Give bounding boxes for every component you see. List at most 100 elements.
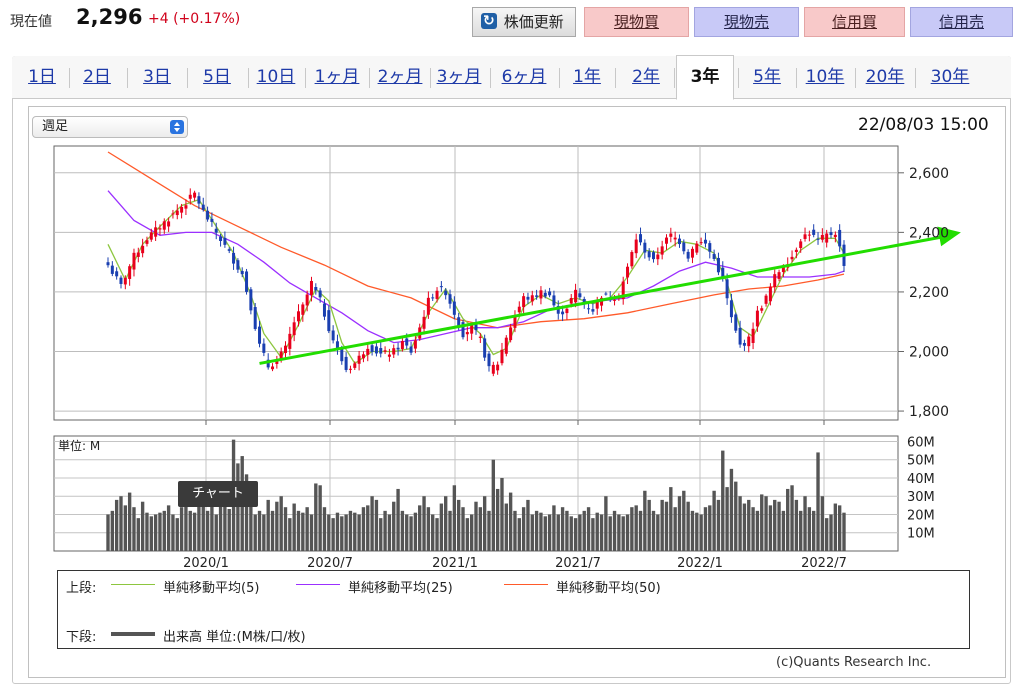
candle-body <box>240 271 244 275</box>
tab-period-11[interactable]: 3年 <box>676 55 734 100</box>
volume-bar <box>833 503 838 551</box>
candle-body <box>301 304 305 315</box>
candle-body <box>504 337 508 354</box>
candle-body <box>175 210 179 216</box>
volume-bar <box>712 490 716 551</box>
volume-bar <box>578 514 582 551</box>
volume-tick-label: 20M <box>907 508 935 523</box>
volume-bar <box>266 499 270 551</box>
candle-body <box>119 277 123 284</box>
volume-bar <box>547 514 552 551</box>
x-tick-label: 2021/1 <box>432 556 478 571</box>
candle-body <box>600 297 604 306</box>
tab-separator <box>674 68 675 88</box>
volume-bar <box>708 505 712 551</box>
candle-body <box>569 298 573 304</box>
volume-bar <box>409 516 413 551</box>
candle-body <box>729 300 733 318</box>
candle-body <box>400 341 404 350</box>
tab-period-5[interactable]: 1ヶ月 <box>314 67 360 87</box>
volume-bar <box>279 496 283 551</box>
candle-body <box>491 364 495 374</box>
volume-bar <box>820 496 825 551</box>
tab-period-2[interactable]: 3日 <box>143 67 171 87</box>
candle-body <box>452 301 456 315</box>
cash-buy-button[interactable]: 現物買 <box>584 7 689 37</box>
tab-separator <box>855 68 856 88</box>
candle-body <box>305 294 309 306</box>
candle-body <box>816 238 820 240</box>
volume-bar <box>721 450 725 551</box>
candle-body <box>258 326 262 344</box>
volume-bar <box>236 463 240 551</box>
cash-sell-button[interactable]: 現物売 <box>694 7 799 37</box>
tab-separator <box>69 68 70 88</box>
candle-body <box>595 300 599 309</box>
volume-bar <box>643 490 647 551</box>
tab-period-9[interactable]: 1年 <box>573 67 601 87</box>
volume-bar <box>474 501 478 551</box>
candle-body <box>509 327 513 341</box>
volume-bar <box>829 514 833 551</box>
refresh-price-button[interactable]: 株価更新 <box>472 7 576 37</box>
candle-body <box>335 341 339 350</box>
tab-period-13[interactable]: 10年 <box>805 67 845 87</box>
volume-bar <box>140 501 145 551</box>
tab-period-12[interactable]: 5年 <box>753 67 781 87</box>
volume-bar <box>418 505 422 551</box>
x-tick-label: 2020/1 <box>183 556 229 571</box>
volume-bar <box>478 507 483 551</box>
candle-body <box>236 260 240 270</box>
tab-period-14[interactable]: 20年 <box>865 67 905 87</box>
candle-body <box>773 274 777 287</box>
tab-period-3[interactable]: 5日 <box>203 67 231 87</box>
volume-bar <box>742 503 747 551</box>
tab-period-0[interactable]: 1日 <box>28 67 56 87</box>
tab-separator <box>738 68 739 88</box>
volume-bar <box>197 496 201 551</box>
candle-body <box>353 363 357 368</box>
volume-bar <box>444 496 448 551</box>
candle-body <box>457 317 461 327</box>
volume-tick-label: 60M <box>907 435 935 450</box>
candle-body <box>630 252 634 267</box>
candle-body <box>677 238 681 245</box>
volume-bar <box>807 507 812 551</box>
volume-bar <box>175 518 179 551</box>
candle-body <box>621 281 625 300</box>
volume-bar <box>664 501 669 551</box>
x-tick-label: 2022/7 <box>801 556 847 571</box>
candle-body <box>591 309 595 312</box>
tab-separator <box>187 68 188 88</box>
candle-body <box>812 229 816 235</box>
margin-buy-button[interactable]: 信用買 <box>804 7 905 37</box>
tab-separator <box>615 68 616 88</box>
volume-bar <box>764 496 768 551</box>
margin-sell-button[interactable]: 信用売 <box>910 7 1013 37</box>
candle-body <box>652 252 656 260</box>
tab-period-7[interactable]: 3ヶ月 <box>436 67 482 87</box>
candle-body <box>833 234 837 238</box>
volume-bar <box>504 503 508 551</box>
candle-body <box>539 290 543 299</box>
tab-period-15[interactable]: 30年 <box>930 67 970 87</box>
tab-period-10[interactable]: 2年 <box>632 67 660 87</box>
volume-bar <box>521 507 526 551</box>
volume-bar <box>612 510 617 551</box>
tab-period-4[interactable]: 10日 <box>256 67 296 87</box>
candle-body <box>219 236 223 242</box>
volume-bar <box>513 510 517 551</box>
volume-bar <box>837 505 842 551</box>
candle-body <box>210 218 214 222</box>
tab-period-1[interactable]: 2日 <box>83 67 111 87</box>
tab-period-6[interactable]: 2ヶ月 <box>377 67 423 87</box>
candle-period-select[interactable]: 週足 <box>32 116 188 138</box>
candle-body <box>820 234 824 240</box>
trend-line <box>259 233 952 365</box>
volume-bar <box>448 510 452 551</box>
price-tick-label: 2,000 <box>909 345 949 361</box>
candle-body <box>465 332 469 335</box>
volume-bar <box>716 499 721 551</box>
tab-period-8[interactable]: 6ヶ月 <box>501 67 547 87</box>
volume-bar <box>495 488 500 551</box>
